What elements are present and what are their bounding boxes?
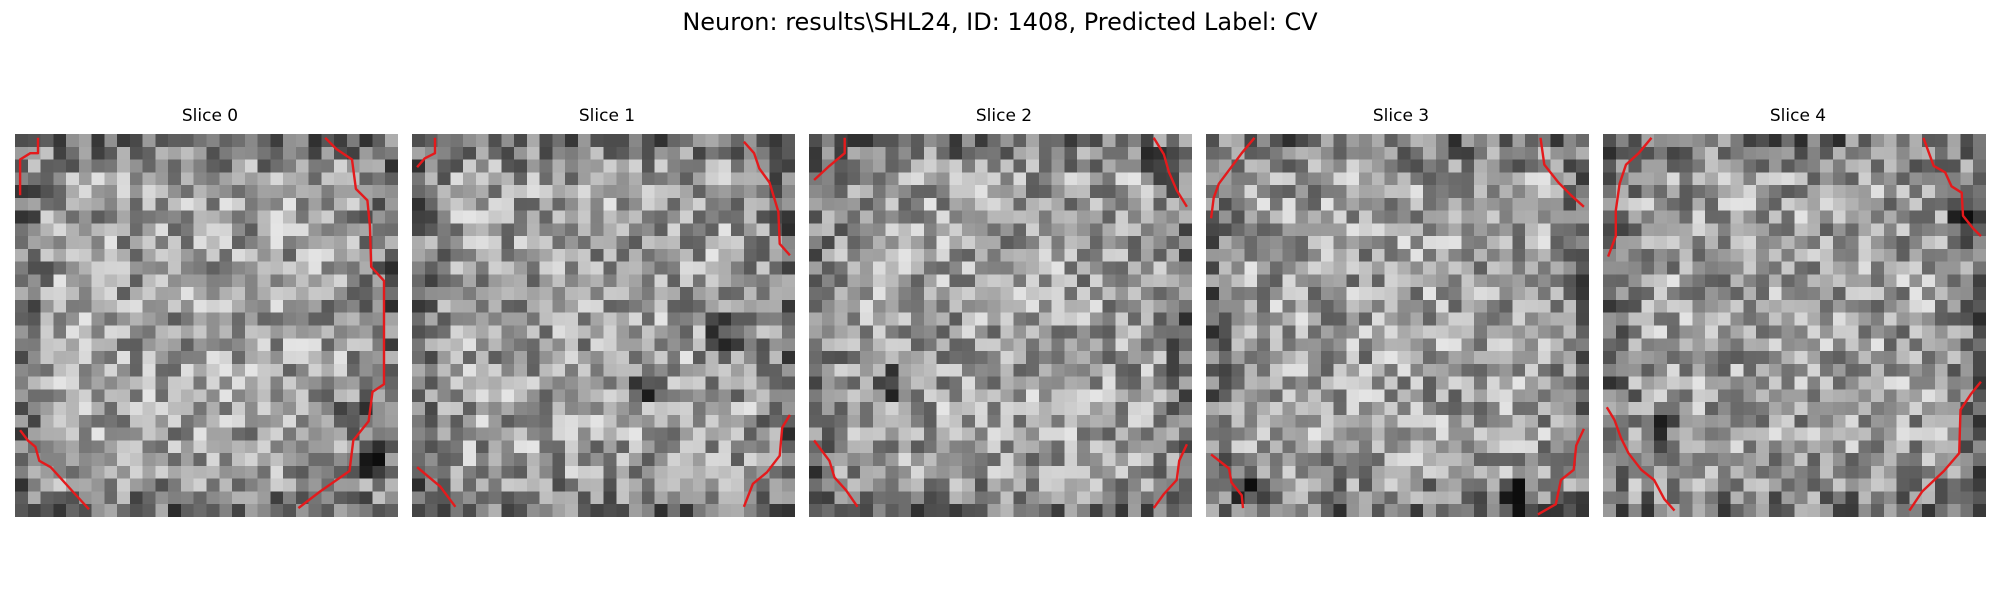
contour-line-4-0 [1606,137,1653,258]
slice-title-1: Slice 1 [578,106,636,126]
contour-line-4-2 [1605,406,1676,512]
contour-line-3-2 [1210,453,1245,509]
contour-line-1-3 [742,414,791,508]
contour-line-0-2 [19,429,90,511]
slice-image-4 [1603,134,1986,517]
slice-title-4: Slice 4 [1769,106,1827,126]
contour-line-1-2 [416,466,457,508]
contour-line-2-1 [1152,137,1188,208]
contour-line-2-3 [1152,443,1188,509]
contour-line-1-1 [743,140,791,257]
contour-line-3-3 [1537,428,1585,516]
contour-line-4-3 [1908,380,1982,512]
slice-image-2 [809,134,1192,517]
contour-line-3-1 [1539,137,1585,208]
slice-image-3 [1206,134,1589,517]
contour-line-4-1 [1922,137,1982,237]
slice-title-0: Slice 0 [181,106,239,126]
slice-image-1 [412,134,795,517]
slice-title-2: Slice 2 [975,106,1033,126]
contour-line-2-0 [813,137,846,181]
contour-line-2-2 [813,439,859,508]
contour-line-0-1 [297,136,386,510]
contour-line-0-0 [18,137,40,196]
contour-line-1-0 [416,137,437,168]
slice-image-0 [15,134,398,517]
slice-title-3: Slice 3 [1372,106,1430,126]
figure-title: Neuron: results\SHL24, ID: 1408, Predict… [682,8,1318,36]
contour-line-3-0 [1209,137,1256,219]
